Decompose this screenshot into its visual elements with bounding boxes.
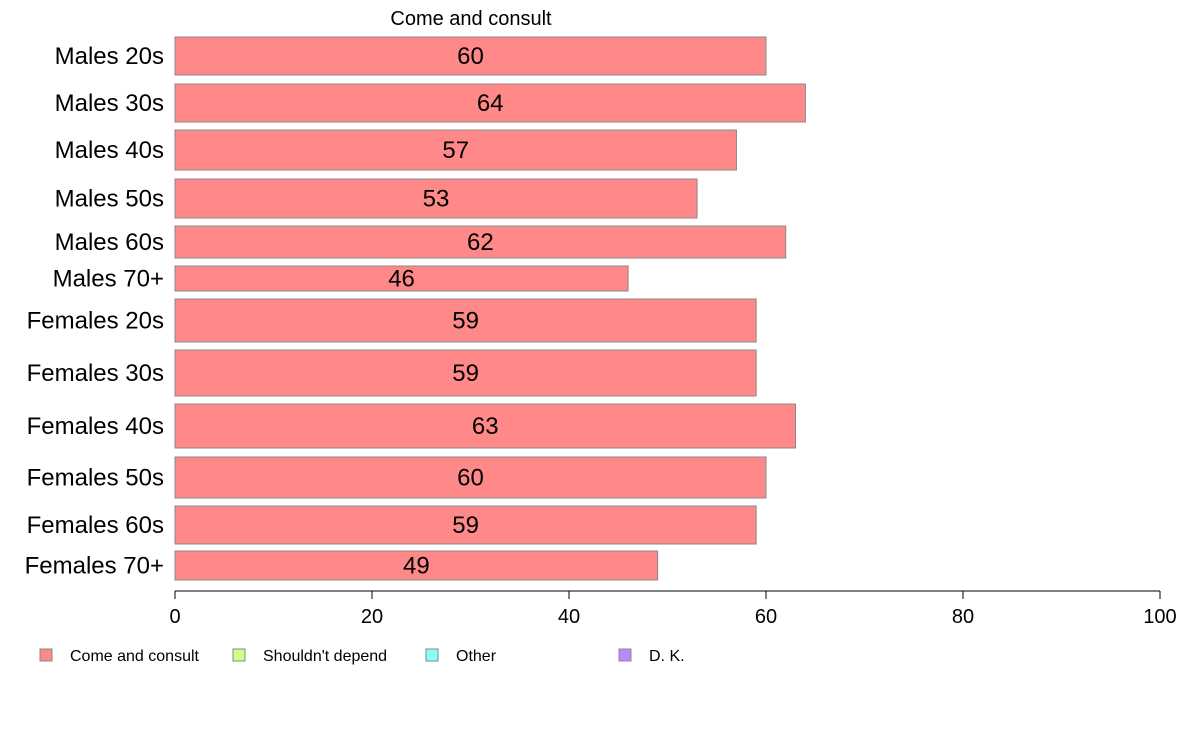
x-tick-label-4: 80 (952, 606, 974, 628)
legend-label-3: D. K. (649, 648, 685, 665)
value-label-7: 59 (452, 360, 479, 387)
value-label-5: 46 (388, 266, 415, 293)
bar-5 (174, 265, 629, 292)
category-label-2: Males 40s (55, 137, 164, 164)
x-tick-label-5: 100 (1143, 606, 1176, 628)
value-label-2: 57 (442, 137, 469, 164)
legend-label-2: Other (456, 648, 497, 665)
category-label-5: Males 70+ (53, 266, 164, 293)
value-label-0: 60 (457, 43, 484, 70)
bar-11 (174, 550, 659, 581)
chart-title: Come and consult (390, 8, 552, 30)
x-tick-label-2: 40 (558, 606, 580, 628)
category-label-6: Females 20s (27, 308, 164, 335)
bar-8 (174, 403, 797, 449)
category-label-10: Females 60s (27, 512, 164, 539)
category-label-8: Females 40s (27, 413, 164, 440)
bar-7 (174, 349, 757, 397)
bar-1 (174, 83, 806, 123)
legend-swatch-3 (618, 648, 632, 662)
value-label-11: 49 (403, 553, 430, 580)
value-label-3: 53 (423, 186, 450, 213)
bar-4 (174, 225, 787, 259)
x-tick-label-3: 60 (755, 606, 777, 628)
category-labels: Males 20s Males 30s Males 40s Males 50s Male… (25, 43, 164, 580)
legend-swatch-1 (232, 648, 246, 662)
x-axis: 0 20 40 60 80 100 (169, 590, 1177, 628)
bar-9 (174, 456, 767, 499)
value-label-10: 59 (452, 512, 479, 539)
value-label-8: 63 (472, 413, 499, 440)
x-tick-label-0: 0 (169, 606, 180, 628)
bar-10 (174, 505, 757, 545)
value-label-6: 59 (452, 308, 479, 335)
value-label-9: 60 (457, 465, 484, 492)
legend-label-1: Shouldn't depend (263, 648, 387, 665)
category-label-3: Males 50s (55, 186, 164, 213)
value-label-4: 62 (467, 229, 494, 256)
value-labels: 60 64 57 53 62 46 59 59 63 60 59 49 (388, 43, 503, 580)
bar-0 (174, 36, 767, 76)
x-tick-label-1: 20 (361, 606, 383, 628)
category-label-4: Males 60s (55, 229, 164, 256)
bar-3 (174, 178, 698, 219)
legend-swatch-2 (425, 648, 439, 662)
category-label-7: Females 30s (27, 360, 164, 387)
category-label-0: Males 20s (55, 43, 164, 70)
category-label-1: Males 30s (55, 90, 164, 117)
bar-6 (174, 298, 757, 343)
category-label-9: Females 50s (27, 465, 164, 492)
legend-label-0: Come and consult (70, 648, 200, 665)
bars-group (174, 36, 806, 581)
category-label-11: Females 70+ (25, 553, 164, 580)
bar-2 (174, 129, 737, 171)
legend-swatch-0 (39, 648, 53, 662)
value-label-1: 64 (477, 90, 504, 117)
legend: Come and consult Shouldn't depend Other D. … (39, 648, 685, 665)
